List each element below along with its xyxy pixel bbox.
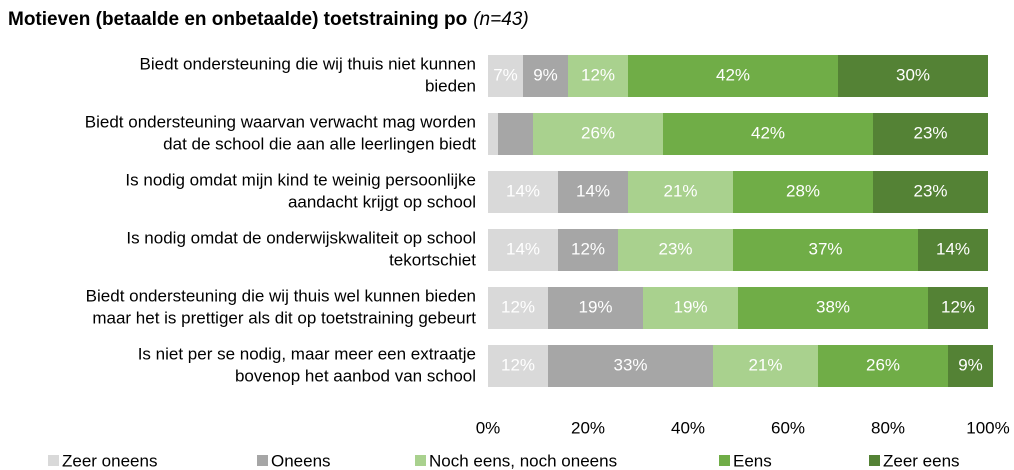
legend-label: Noch eens, noch oneens xyxy=(429,451,617,470)
chart-title: Motieven (betaalde en onbetaalde) toetst… xyxy=(8,9,529,30)
bar-segment xyxy=(488,287,548,329)
category-label: Biedt ondersteuning waarvan verwacht mag… xyxy=(85,112,476,131)
bar-segment xyxy=(928,287,988,329)
data-label: 28% xyxy=(786,181,820,200)
legend-swatch xyxy=(48,455,59,466)
data-label: 21% xyxy=(663,181,697,200)
bar-segment xyxy=(643,287,738,329)
category-label: bovenop het aanbod van school xyxy=(235,366,476,385)
bar-segment xyxy=(838,55,988,97)
data-label: 26% xyxy=(866,355,900,374)
legend-label: Eens xyxy=(733,451,772,470)
x-tick-label: 0% xyxy=(476,418,501,437)
subtitle: (n=43) xyxy=(473,9,528,30)
category-label: Biedt ondersteuning die wij thuis niet k… xyxy=(140,54,476,73)
bar-segment xyxy=(558,171,628,213)
bar-segment xyxy=(488,113,498,155)
data-label: 42% xyxy=(716,65,750,84)
category-label: bieden xyxy=(425,76,476,95)
bar-segment xyxy=(733,229,918,271)
data-label: 9% xyxy=(958,355,983,374)
category-label: maar het is prettiger als dit op toetstr… xyxy=(92,308,476,327)
data-label: 14% xyxy=(506,181,540,200)
data-label: 42% xyxy=(751,123,785,142)
data-label: 26% xyxy=(581,123,615,142)
data-label: 21% xyxy=(748,355,782,374)
data-label: 12% xyxy=(941,297,975,316)
x-tick-label: 80% xyxy=(871,418,905,437)
bar-segment xyxy=(738,287,928,329)
bar-segment xyxy=(733,171,873,213)
bar-segment xyxy=(548,345,713,387)
bar-segment xyxy=(568,55,628,97)
legend-swatch xyxy=(719,455,730,466)
bar-segment xyxy=(873,113,988,155)
bar-segment xyxy=(488,229,558,271)
bar-segment xyxy=(663,113,873,155)
data-label: 30% xyxy=(896,65,930,84)
data-label: 12% xyxy=(501,355,535,374)
legend-label: Zeer eens xyxy=(883,451,960,470)
data-label: 14% xyxy=(506,239,540,258)
legend-label: Zeer oneens xyxy=(62,451,157,470)
data-label: 12% xyxy=(501,297,535,316)
category-label: Biedt ondersteuning die wij thuis wel ku… xyxy=(86,286,476,305)
bar-segment xyxy=(533,113,663,155)
category-label: dat de school die aan alle leerlingen bi… xyxy=(163,134,476,153)
data-label: 9% xyxy=(533,65,558,84)
category-label: aandacht krijgt op school xyxy=(288,192,476,211)
bar-segment xyxy=(628,171,733,213)
x-tick-label: 40% xyxy=(671,418,705,437)
data-label: 23% xyxy=(913,181,947,200)
data-label: 19% xyxy=(673,297,707,316)
bar-segment xyxy=(713,345,818,387)
bar-segment xyxy=(488,171,558,213)
bar-segment xyxy=(548,287,643,329)
data-label: 33% xyxy=(613,355,647,374)
bar-segment xyxy=(948,345,993,387)
category-label: Is nodig omdat de onderwijskwaliteit op … xyxy=(126,228,476,247)
bar-segment xyxy=(488,55,523,97)
bar-segment xyxy=(818,345,948,387)
data-label: 7% xyxy=(493,65,518,84)
legend-swatch xyxy=(257,455,268,466)
bar-segment xyxy=(918,229,988,271)
x-tick-label: 100% xyxy=(966,418,1009,437)
x-tick-label: 20% xyxy=(571,418,605,437)
legend-swatch xyxy=(415,455,426,466)
data-label: 14% xyxy=(576,181,610,200)
title: Motieven (betaalde en onbetaalde) toetst… xyxy=(8,9,467,30)
data-label: 38% xyxy=(816,297,850,316)
bar-segment xyxy=(523,55,568,97)
x-tick-label: 60% xyxy=(771,418,805,437)
data-label: 23% xyxy=(658,239,692,258)
category-label: Is niet per se nodig, maar meer een extr… xyxy=(138,344,476,363)
data-label: 19% xyxy=(578,297,612,316)
bar-segment xyxy=(873,171,988,213)
category-label: Is nodig omdat mijn kind te weinig perso… xyxy=(125,170,476,189)
bar-segment xyxy=(498,113,533,155)
bar-segment xyxy=(488,345,548,387)
legend-label: Oneens xyxy=(271,451,331,470)
legend-swatch xyxy=(869,455,880,466)
category-label: tekortschiet xyxy=(389,250,476,269)
data-label: 37% xyxy=(808,239,842,258)
data-label: 14% xyxy=(936,239,970,258)
bar-segment xyxy=(628,55,838,97)
data-label: 12% xyxy=(581,65,615,84)
bar-segment xyxy=(618,229,733,271)
bar-segment xyxy=(558,229,618,271)
data-label: 23% xyxy=(913,123,947,142)
data-label: 12% xyxy=(571,239,605,258)
